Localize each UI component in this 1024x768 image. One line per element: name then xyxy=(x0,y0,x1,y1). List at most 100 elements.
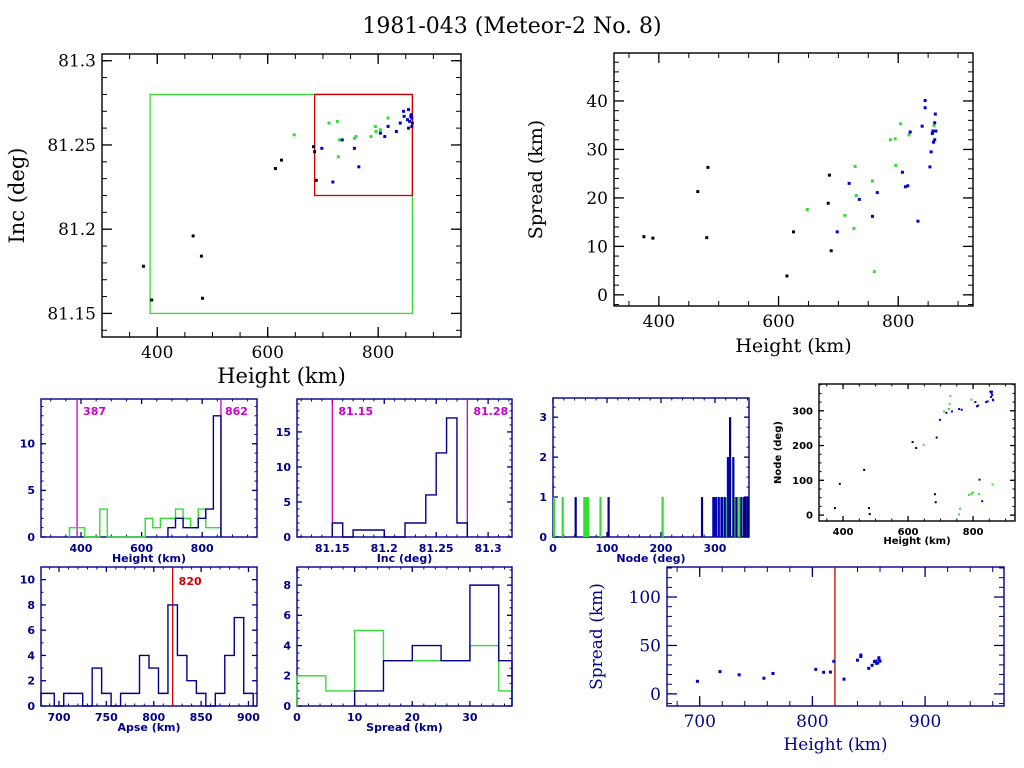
y-tick-label: 8 xyxy=(27,599,35,612)
data-point-green xyxy=(943,410,946,413)
data-point-blue xyxy=(990,392,993,395)
x-tick-label: 600 xyxy=(762,312,794,332)
y-axis-label: Spread (km) xyxy=(525,120,547,239)
max-inc-line-label: 81.28 xyxy=(473,405,508,418)
data-point-black xyxy=(915,446,918,449)
data-point-green xyxy=(977,493,980,496)
histogram-bin-green xyxy=(176,509,184,537)
data-point-blue xyxy=(928,165,932,169)
data-point-blue xyxy=(975,405,978,408)
red-zoom-box xyxy=(313,93,414,197)
data-point-blue xyxy=(410,116,414,120)
node-bar-navy xyxy=(732,457,735,537)
data-point-blue xyxy=(930,131,934,135)
histogram-bin-navy xyxy=(187,681,196,706)
y-tick-label: 10 xyxy=(586,237,608,257)
data-point-blue xyxy=(409,114,413,118)
histogram-bin-navy xyxy=(206,509,214,537)
x-tick-label: 400 xyxy=(833,527,854,538)
histogram-bin-green xyxy=(206,528,214,537)
data-point-blue xyxy=(877,656,881,660)
data-point-blue xyxy=(977,404,980,407)
data-point-green xyxy=(907,133,911,137)
panel-spread-histogram: 0 10 20 30 0 2 4 6 8 Spread (km) xyxy=(283,566,513,734)
histogram-bin-green xyxy=(326,691,355,706)
data-point-blue xyxy=(923,106,927,110)
data-point-blue xyxy=(408,119,412,123)
data-point-blue xyxy=(981,500,984,503)
data-point-green xyxy=(386,116,390,120)
data-point-blue xyxy=(929,150,933,154)
data-point-blue xyxy=(835,230,839,234)
data-point-blue xyxy=(357,165,361,169)
data-point-blue xyxy=(874,659,878,663)
x-tick-label: 600 xyxy=(898,527,919,538)
y-tick-label: 0 xyxy=(806,511,813,522)
data-point-blue xyxy=(410,124,414,128)
data-point-blue xyxy=(908,130,912,134)
data-point-black xyxy=(141,264,145,268)
max-height-line-label: 862 xyxy=(225,405,248,418)
data-point-black xyxy=(785,274,789,278)
x-axis-label: Height (km) xyxy=(883,536,950,547)
data-point-green xyxy=(958,513,961,516)
data-point-black xyxy=(934,501,937,504)
data-point-blue xyxy=(410,121,414,125)
data-point-blue xyxy=(867,666,871,670)
node-bar-blue xyxy=(714,497,718,537)
min-inc-line-label: 81.15 xyxy=(338,405,373,418)
node-bar-navy xyxy=(700,497,704,537)
histogram-bin-green xyxy=(145,518,153,537)
data-point-green xyxy=(967,493,970,496)
y-tick-label: 50 xyxy=(639,636,661,656)
data-point-green xyxy=(948,402,951,405)
data-point-blue xyxy=(402,114,406,118)
data-point-green xyxy=(354,135,358,139)
data-point-green xyxy=(374,129,378,133)
data-point-green xyxy=(369,135,373,139)
data-point-blue xyxy=(992,399,995,402)
data-point-blue xyxy=(822,670,826,674)
y-tick-label: 10 xyxy=(276,461,292,474)
node-bar-green xyxy=(738,497,741,537)
data-point-blue xyxy=(974,401,977,404)
data-point-blue xyxy=(958,408,961,411)
histogram-bin-green xyxy=(191,528,199,537)
x-axis-label: Height (km) xyxy=(112,552,186,565)
panel-height-histogram: 400 600 800 0 5 10 Height (km) 387 862 xyxy=(20,398,258,565)
data-point-blue xyxy=(352,146,356,150)
node-bar-navy xyxy=(607,497,610,537)
histogram-bin-navy xyxy=(176,518,184,537)
data-point-blue xyxy=(900,170,904,174)
histogram-navy xyxy=(353,584,513,706)
histogram-green xyxy=(296,629,513,706)
green-range-box xyxy=(149,93,414,315)
data-point-green xyxy=(335,119,339,123)
data-point-blue xyxy=(950,410,953,413)
figure-title: 1981-043 (Meteor-2 No. 8) xyxy=(362,14,662,39)
data-point-green xyxy=(336,155,340,159)
histogram-bin-navy xyxy=(177,655,186,706)
data-point-black xyxy=(934,493,937,496)
node-bar-navy xyxy=(574,497,577,537)
data-point-black xyxy=(911,441,914,444)
data-point-green xyxy=(932,124,936,128)
data-point-green xyxy=(378,128,382,132)
y-tick-label: 4 xyxy=(27,649,35,662)
data-point-green xyxy=(922,443,925,446)
data-point-green xyxy=(972,491,975,494)
data-point-green xyxy=(899,122,903,126)
data-point-blue xyxy=(855,658,859,662)
x-tick-label: 800 xyxy=(362,343,394,363)
node-bar-navy xyxy=(740,497,743,537)
x-tick-label: 81.2 xyxy=(371,542,398,555)
histogram-bin-green xyxy=(441,661,470,706)
data-point-black xyxy=(827,173,831,177)
data-point-green xyxy=(948,408,951,411)
data-point-green xyxy=(970,398,973,401)
node-bar-navy xyxy=(717,497,720,537)
y-tick-label: 200 xyxy=(792,441,813,452)
y-tick-label: 81.3 xyxy=(58,52,96,72)
histogram-bin-navy xyxy=(426,495,436,537)
